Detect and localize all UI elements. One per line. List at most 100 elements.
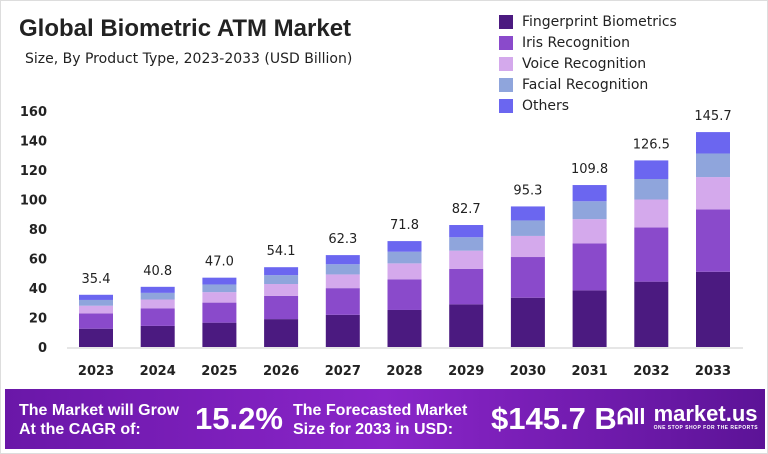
chart-title: Global Biometric ATM Market bbox=[19, 15, 352, 42]
chart-subtitle: Size, By Product Type, 2023-2033 (USD Bi… bbox=[25, 51, 353, 67]
bar-segment-fingerprint-biometrics bbox=[572, 290, 607, 347]
y-tick-label: 140 bbox=[20, 135, 47, 150]
bar-segment-others bbox=[264, 267, 299, 276]
forecast-label-line-1: The Forecasted Market bbox=[293, 402, 468, 419]
legend-label: Others bbox=[522, 97, 570, 114]
bar-segment-voice-recognition bbox=[140, 299, 175, 309]
legend-item: Facial Recognition bbox=[499, 74, 677, 95]
logo-tagline: ONE STOP SHOP FOR THE REPORTS bbox=[653, 425, 759, 431]
total-label: 40.8 bbox=[143, 264, 172, 279]
bar-segment-iris-recognition bbox=[696, 209, 730, 272]
bar-segment-fingerprint-biometrics bbox=[325, 314, 360, 347]
y-tick-label: 0 bbox=[38, 341, 47, 356]
total-label: 82.7 bbox=[452, 202, 481, 217]
bar-segment-voice-recognition bbox=[79, 305, 113, 314]
legend-label: Iris Recognition bbox=[522, 34, 630, 51]
bar-segment-iris-recognition bbox=[634, 227, 669, 282]
bar-segment-others bbox=[572, 185, 607, 202]
y-tick-label: 20 bbox=[29, 312, 47, 327]
cagr-value: 15.2% bbox=[195, 401, 283, 436]
x-tick-label: 2031 bbox=[572, 364, 608, 379]
total-label: 126.5 bbox=[633, 137, 670, 152]
legend-label: Voice Recognition bbox=[522, 55, 647, 72]
bar-segment-fingerprint-biometrics bbox=[79, 328, 113, 347]
bar-segment-voice-recognition bbox=[387, 263, 422, 280]
legend-swatch bbox=[499, 35, 513, 50]
x-tick-label: 2026 bbox=[263, 364, 299, 379]
bar-segment-others bbox=[387, 241, 422, 252]
legend-swatch bbox=[499, 14, 513, 29]
bar-segment-facial-recognition bbox=[387, 251, 422, 264]
cagr-label-line-2: At the CAGR of: bbox=[19, 421, 141, 438]
bar-segment-facial-recognition bbox=[449, 237, 484, 251]
forecast-label-line-2: Size for 2033 in USD: bbox=[293, 421, 454, 438]
legend: Fingerprint Biometrics Iris Recognition Vo… bbox=[499, 11, 677, 116]
bar-segment-iris-recognition bbox=[325, 288, 360, 315]
bar-segment-others bbox=[202, 277, 237, 285]
x-tick-label: 2029 bbox=[448, 364, 484, 379]
y-tick-label: 60 bbox=[29, 253, 47, 268]
legend-label: Facial Recognition bbox=[522, 76, 649, 93]
total-label: 95.3 bbox=[513, 183, 542, 198]
bar-segment-voice-recognition bbox=[264, 284, 299, 296]
bar-segment-voice-recognition bbox=[572, 219, 607, 244]
legend-label: Fingerprint Biometrics bbox=[522, 13, 677, 30]
bar-segment-others bbox=[634, 160, 669, 179]
total-label: 145.7 bbox=[694, 109, 731, 124]
bar-segment-others bbox=[140, 286, 175, 293]
bar-segment-voice-recognition bbox=[696, 177, 730, 210]
bar-segment-iris-recognition bbox=[449, 268, 484, 305]
logo-text: market.us bbox=[653, 401, 758, 426]
total-label: 109.8 bbox=[571, 162, 608, 177]
legend-item: Fingerprint Biometrics bbox=[499, 11, 677, 32]
y-tick-label: 80 bbox=[29, 223, 47, 238]
total-label: 71.8 bbox=[390, 218, 419, 233]
y-tick-label: 120 bbox=[20, 164, 47, 179]
x-tick-label: 2023 bbox=[78, 364, 114, 379]
legend-swatch bbox=[499, 98, 513, 113]
x-tick-label: 2033 bbox=[695, 364, 731, 379]
y-tick-label: 160 bbox=[20, 105, 47, 120]
total-label: 35.4 bbox=[82, 272, 111, 287]
legend-item: Iris Recognition bbox=[499, 32, 677, 53]
legend-swatch bbox=[499, 77, 513, 92]
bar-segment-iris-recognition bbox=[387, 279, 422, 310]
y-tick-label: 40 bbox=[29, 282, 47, 297]
legend-item: Others bbox=[499, 95, 677, 116]
cagr-label: The Market will Grow At the CAGR of: bbox=[19, 401, 179, 439]
bar-segment-facial-recognition bbox=[634, 178, 669, 200]
bar-segment-facial-recognition bbox=[264, 275, 299, 285]
bar-segment-voice-recognition bbox=[634, 199, 669, 228]
bar-segment-facial-recognition bbox=[202, 284, 237, 293]
bar-segment-fingerprint-biometrics bbox=[387, 309, 422, 347]
bar-segment-iris-recognition bbox=[264, 295, 299, 320]
bar-segment-fingerprint-biometrics bbox=[634, 281, 669, 347]
bar-segment-others bbox=[449, 225, 484, 238]
bar-segment-fingerprint-biometrics bbox=[264, 319, 299, 347]
cagr-label-line-1: The Market will Grow bbox=[19, 402, 180, 419]
bar-segment-voice-recognition bbox=[325, 274, 360, 289]
forecast-value: $145.7 B bbox=[491, 401, 617, 436]
bar-segment-fingerprint-biometrics bbox=[696, 271, 730, 347]
logo-icon: ᕱll bbox=[617, 404, 646, 429]
bar-segment-iris-recognition bbox=[140, 308, 175, 326]
summary-banner: The Market will Grow At the CAGR of: 15.… bbox=[5, 389, 765, 449]
x-tick-label: 2028 bbox=[386, 364, 422, 379]
y-tick-label: 100 bbox=[20, 194, 47, 209]
bar-segment-facial-recognition bbox=[325, 264, 360, 275]
bar-segment-voice-recognition bbox=[510, 235, 545, 258]
bar-segment-facial-recognition bbox=[140, 292, 175, 300]
x-tick-label: 2025 bbox=[201, 364, 237, 379]
legend-swatch bbox=[499, 56, 513, 71]
bar-segment-fingerprint-biometrics bbox=[449, 304, 484, 347]
forecast-label: The Forecasted Market Size for 2033 in U… bbox=[293, 401, 467, 439]
bar-segment-voice-recognition bbox=[449, 250, 484, 269]
bar-segment-facial-recognition bbox=[696, 153, 730, 178]
bar-segment-iris-recognition bbox=[572, 243, 607, 291]
bar-segment-fingerprint-biometrics bbox=[140, 325, 175, 347]
legend-item: Voice Recognition bbox=[499, 53, 677, 74]
bar-segment-others bbox=[325, 255, 360, 265]
bar-segment-facial-recognition bbox=[79, 299, 113, 306]
